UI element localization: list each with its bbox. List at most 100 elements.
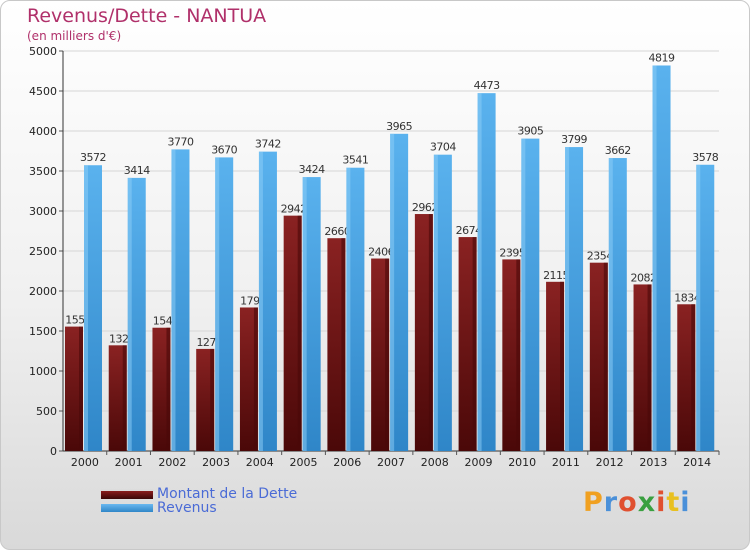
x-tick-label: 2011 [552,456,580,469]
logo-letter: o [618,487,638,518]
bar-debt [239,307,258,451]
data-label-debt: 2962 [412,201,438,214]
bar-revenue [696,164,715,451]
bar-revenue-highlight [215,157,220,451]
bar-revenue-highlight [346,167,351,451]
y-tick-label: 0 [50,445,57,458]
bar-revenue [477,93,496,451]
bar-revenue [433,154,452,451]
bar-revenue-highlight [477,93,482,451]
y-tick-label: 3000 [29,205,57,218]
bar-revenue [521,138,540,451]
bar-debt-shade [691,304,696,451]
bar-revenue [84,165,102,452]
x-tick-label: 2008 [421,456,449,469]
bar-debt-shade [341,238,346,451]
bar-debt [546,281,565,451]
bar-revenue [171,149,190,451]
bar-revenue-highlight [696,164,701,451]
x-tick-label: 2012 [596,456,624,469]
legend: Montant de la Dette Revenus [101,487,297,515]
logo-letter: i [680,487,691,518]
legend-item-revenue: Revenus [101,501,297,515]
bar-debt [414,214,433,451]
bar-revenue-highlight [521,138,526,451]
proxiti-logo: Proxiti [583,487,691,518]
logo-letter: P [583,487,604,518]
data-label-revenue: 3541 [342,154,368,167]
data-label-revenue: 3424 [299,163,325,176]
x-tick-label: 2006 [333,456,361,469]
bar-revenue [652,65,671,451]
data-label-revenue: 3662 [605,144,631,157]
x-tick-label: 2009 [464,456,492,469]
bar-debt [458,237,477,451]
bar-debt [152,327,171,451]
data-label-revenue: 4473 [474,79,500,92]
bar-debt-shade [122,345,127,451]
logo-letter: r [603,487,619,518]
legend-swatch-revenue [101,504,153,512]
bar-debt [677,304,696,451]
x-tick-label: 2007 [377,456,405,469]
logo-letter: x [637,487,657,518]
bar-revenue-highlight [390,133,395,452]
y-tick-label: 1000 [29,365,57,378]
legend-swatch-debt [101,489,153,499]
bar-debt-shade [385,258,390,451]
logo-letter: i [656,487,667,518]
bar-debt-shade [472,237,477,451]
bar-debt-shade [79,326,83,451]
chart-subtitle: (en milliers d'€) [27,29,122,43]
bar-debt [283,215,302,451]
chart-title: Revenus/Dette - NANTUA [27,5,267,27]
bar-revenue-highlight [127,177,132,451]
bar-revenue [565,147,584,451]
x-tick-label: 2013 [639,456,667,469]
data-label-debt: 155 [65,314,85,327]
data-label-debt: 179 [240,294,260,307]
bar-revenue [127,177,146,451]
bar-debt [502,259,521,451]
logo-letter: t [666,487,681,518]
y-tick-label: 3500 [29,165,57,178]
data-label-revenue: 3670 [211,143,237,156]
data-label-debt: 2354 [587,250,613,263]
bar-debt-shade [516,259,521,451]
bar-revenue [258,151,277,451]
x-tick-label: 2010 [508,456,536,469]
bar-revenue-highlight [171,149,176,451]
bar-debt-shade [166,327,171,451]
data-label-revenue: 3704 [430,141,456,154]
data-label-debt: 2395 [499,246,525,259]
y-tick-label: 4000 [29,125,57,138]
bar-revenue-highlight [652,65,657,451]
bar-debt-shade [647,284,652,451]
bar-revenue-highlight [258,151,263,451]
bar-revenue [390,133,409,452]
bar-debt-shade [210,348,215,451]
data-label-debt: 1834 [674,291,700,304]
bar-revenue-highlight [608,158,613,452]
data-label-debt: 2406 [368,246,394,259]
data-label-debt: 154 [153,315,173,328]
bar-revenue-highlight [433,154,438,451]
data-label-revenue: 3742 [255,138,281,151]
bar-revenue [302,177,321,451]
data-label-revenue: 3578 [692,151,718,164]
legend-label-revenue: Revenus [157,500,217,516]
x-tick-label: 2001 [115,456,143,469]
data-label-revenue: 3799 [561,133,587,146]
bar-debt-shade [253,307,258,451]
data-label-debt: 2082 [631,271,657,284]
legend-label-debt: Montant de la Dette [157,486,298,502]
data-label-debt: 2115 [543,269,569,282]
x-tick-label: 2004 [246,456,274,469]
data-label-debt: 2942 [281,203,307,216]
bar-revenue-highlight [565,147,570,451]
bar-revenue-highlight [84,165,88,452]
data-label-debt: 127 [196,336,216,349]
y-tick-label: 2500 [29,245,57,258]
data-label-revenue: 3414 [124,164,150,177]
